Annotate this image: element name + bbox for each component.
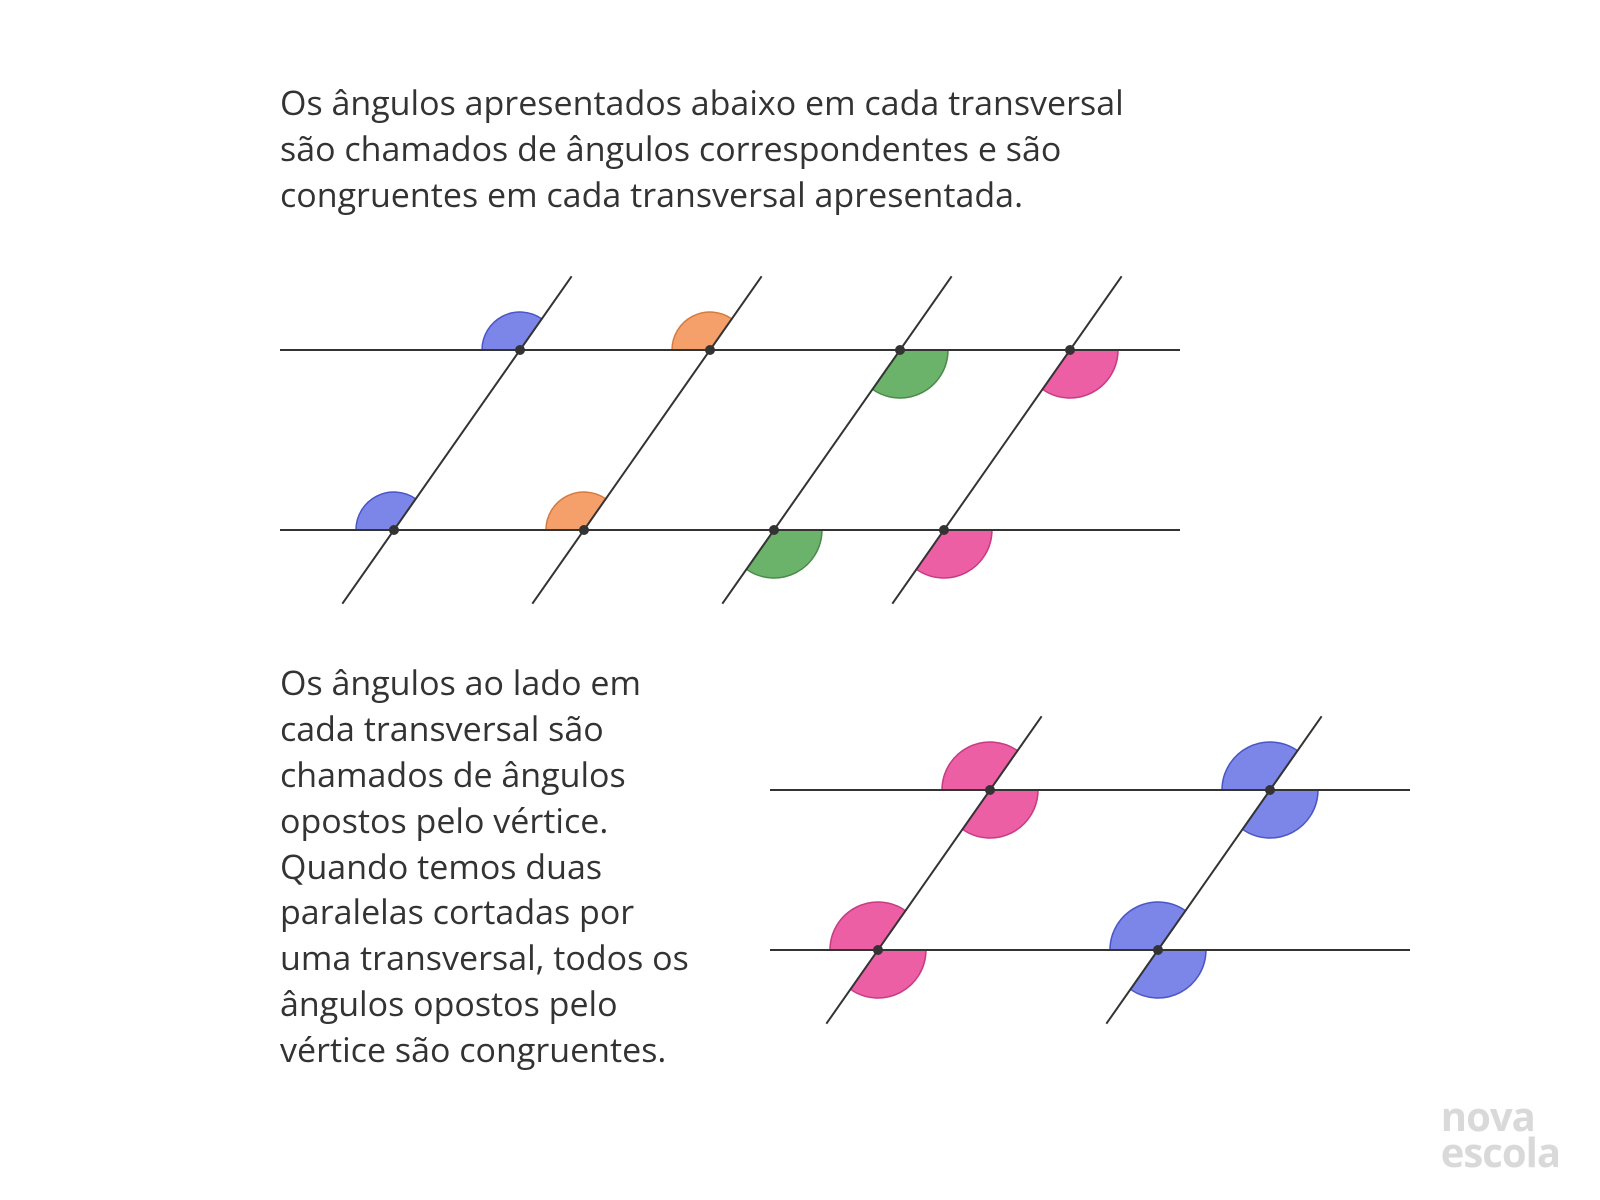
page: Os ângulos apresentados abaixo em cada t… [0,0,1600,1200]
paragraph-2: Os ângulos ao lado em cada transversal s… [280,660,700,1073]
paragraph-1: Os ângulos apresentados abaixo em cada t… [280,80,1130,218]
watermark-line2: escola [1441,1134,1560,1170]
diagram-corresponding-angles [220,230,1220,650]
watermark-logo: nova escola [1441,1098,1560,1170]
diagram-vertical-angles [730,660,1430,1080]
